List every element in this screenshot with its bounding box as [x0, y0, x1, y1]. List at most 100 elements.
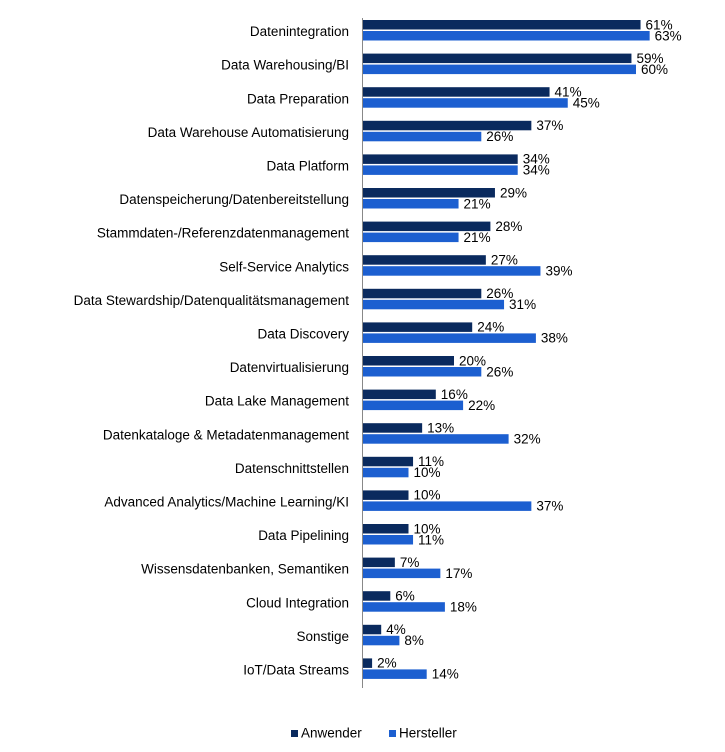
category-label-data-discovery: Data Discovery [257, 326, 349, 341]
bar-anwender-data-pipelining [363, 524, 409, 534]
bar-anwender-datenvirtualisierung [363, 356, 454, 366]
bar-hersteller-advanced-analytics-machine-learning-ki [363, 501, 532, 511]
value-label-anwender-sonstige: 4% [386, 622, 406, 637]
value-label-anwender-data-discovery: 24% [477, 320, 504, 335]
value-label-anwender-iot-data-streams: 2% [377, 656, 397, 671]
value-label-anwender-data-pipelining: 10% [414, 521, 441, 536]
bars-group: Datenintegration 61%63% Data Warehousing/B… [74, 17, 682, 681]
bar-anwender-sonstige [363, 624, 382, 635]
bar-hersteller-data-preparation [363, 98, 568, 108]
value-label-anwender-data-preparation: 41% [555, 85, 582, 100]
category-label-iot-data-streams: IoT/Data Streams [243, 662, 349, 677]
value-label-hersteller-datenspeicherung-datenbereitstellung: 21% [464, 196, 491, 211]
bar-anwender-data-discovery [363, 322, 473, 332]
category-label-data-platform: Data Platform [266, 158, 349, 173]
value-label-anwender-data-platform: 34% [523, 152, 550, 167]
value-label-hersteller-data-pipelining: 11% [418, 532, 444, 547]
bar-anwender-iot-data-streams [363, 658, 373, 668]
bar-hersteller-datenkataloge-metadatenmanagement [363, 434, 509, 444]
bar-anwender-data-platform [363, 154, 518, 164]
value-label-anwender-cloud-integration: 6% [395, 589, 415, 604]
category-label-advanced-analytics-machine-learning-ki: Advanced Analytics/Machine Learning/KI [104, 494, 349, 509]
bar-anwender-datenintegration [363, 20, 641, 30]
value-label-hersteller-iot-data-streams: 14% [432, 667, 459, 682]
legend-swatch-hersteller [389, 730, 396, 737]
value-label-hersteller-data-warehousing-bi: 60% [641, 62, 668, 77]
bar-anwender-self-service-analytics [363, 255, 486, 265]
bar-anwender-data-preparation [363, 87, 550, 97]
bar-hersteller-data-lake-management [363, 400, 464, 411]
bar-hersteller-wissensdatenbanken-semantiken [363, 568, 441, 579]
value-label-hersteller-sonstige: 8% [404, 633, 424, 648]
value-label-hersteller-datenintegration: 63% [655, 28, 682, 43]
category-label-datenkataloge-metadatenmanagement: Datenkataloge & Metadatenmanagement [103, 427, 349, 442]
value-label-anwender-datenschnittstellen: 11% [418, 454, 444, 469]
value-label-anwender-data-warehouse-automatisierung: 37% [536, 118, 563, 133]
bar-hersteller-data-warehousing-bi [363, 64, 636, 75]
value-label-hersteller-datenschnittstellen: 10% [414, 465, 441, 480]
bar-hersteller-data-warehouse-automatisierung [363, 131, 482, 142]
value-label-anwender-datenkataloge-metadatenmanagement: 13% [427, 421, 454, 436]
category-label-sonstige: Sonstige [296, 629, 349, 644]
bar-anwender-stammdaten-referenzdatenmanagement [363, 221, 491, 232]
value-label-hersteller-datenvirtualisierung: 26% [486, 364, 513, 379]
legend-label-hersteller: Hersteller [399, 726, 457, 741]
category-label-self-service-analytics: Self-Service Analytics [219, 259, 349, 274]
value-label-hersteller-data-warehouse-automatisierung: 26% [486, 129, 513, 144]
category-label-datenintegration: Datenintegration [250, 24, 349, 39]
value-label-anwender-data-lake-management: 16% [441, 387, 468, 402]
bar-hersteller-data-stewardship-datenqualitätsmanagement [363, 299, 505, 310]
bar-hersteller-self-service-analytics [363, 266, 541, 276]
bar-anwender-datenschnittstellen [363, 456, 414, 467]
category-label-data-preparation: Data Preparation [247, 91, 349, 106]
bar-hersteller-iot-data-streams [363, 669, 427, 679]
bar-anwender-data-lake-management [363, 389, 436, 400]
category-label-data-stewardship-datenqualitätsmanagement: Data Stewardship/Datenqualitätsmanagemen… [74, 293, 350, 308]
category-label-datenvirtualisierung: Datenvirtualisierung [230, 360, 349, 375]
bar-hersteller-sonstige [363, 635, 400, 646]
value-label-anwender-stammdaten-referenzdatenmanagement: 28% [495, 219, 522, 234]
value-label-anwender-advanced-analytics-machine-learning-ki: 10% [414, 488, 441, 503]
bar-hersteller-data-pipelining [363, 535, 414, 545]
category-label-wissensdatenbanken-semantiken: Wissensdatenbanken, Semantiken [141, 562, 349, 577]
value-label-hersteller-stammdaten-referenzdatenmanagement: 21% [464, 230, 491, 245]
category-label-data-warehousing-bi: Data Warehousing/BI [221, 58, 349, 73]
category-label-data-lake-management: Data Lake Management [205, 394, 349, 409]
value-label-hersteller-data-preparation: 45% [573, 96, 600, 111]
value-label-hersteller-wissensdatenbanken-semantiken: 17% [445, 566, 472, 581]
bar-hersteller-datenschnittstellen [363, 467, 409, 478]
category-label-data-warehouse-automatisierung: Data Warehouse Automatisierung [148, 125, 349, 140]
value-label-hersteller-data-stewardship-datenqualitätsmanagement: 31% [509, 297, 536, 312]
bar-hersteller-stammdaten-referenzdatenmanagement [363, 232, 459, 243]
value-label-hersteller-advanced-analytics-machine-learning-ki: 37% [536, 499, 563, 514]
category-label-data-pipelining: Data Pipelining [258, 528, 349, 543]
category-label-cloud-integration: Cloud Integration [246, 595, 349, 610]
bar-anwender-datenkataloge-metadatenmanagement [363, 423, 423, 433]
value-label-hersteller-datenkataloge-metadatenmanagement: 32% [514, 432, 541, 447]
bar-anwender-wissensdatenbanken-semantiken [363, 557, 395, 568]
category-label-datenschnittstellen: Datenschnittstellen [235, 461, 349, 476]
bar-hersteller-data-discovery [363, 333, 536, 343]
legend: Anwender Hersteller [291, 726, 457, 741]
value-label-anwender-datenintegration: 61% [646, 17, 673, 32]
legend-swatch-anwender [291, 730, 298, 737]
category-label-stammdaten-referenzdatenmanagement: Stammdaten-/Referenzdatenmanagement [97, 226, 349, 241]
category-label-datenspeicherung-datenbereitstellung: Datenspeicherung/Datenbereitstellung [119, 192, 349, 207]
bar-hersteller-cloud-integration [363, 602, 445, 612]
value-label-anwender-self-service-analytics: 27% [491, 253, 518, 268]
value-label-hersteller-cloud-integration: 18% [450, 600, 477, 615]
bar-hersteller-datenintegration [363, 31, 650, 41]
bar-anwender-cloud-integration [363, 591, 391, 601]
bar-hersteller-datenvirtualisierung [363, 367, 482, 377]
value-label-hersteller-data-lake-management: 22% [468, 398, 495, 413]
value-label-hersteller-self-service-analytics: 39% [545, 264, 572, 279]
bar-anwender-advanced-analytics-machine-learning-ki [363, 490, 409, 500]
bar-anwender-data-warehouse-automatisierung [363, 120, 532, 131]
value-label-hersteller-data-discovery: 38% [541, 331, 568, 346]
value-label-anwender-data-stewardship-datenqualitätsmanagement: 26% [486, 286, 513, 301]
bar-hersteller-datenspeicherung-datenbereitstellung [363, 199, 459, 209]
legend-label-anwender: Anwender [301, 726, 362, 741]
bar-anwender-datenspeicherung-datenbereitstellung [363, 188, 495, 198]
value-label-anwender-data-warehousing-bi: 59% [636, 51, 663, 66]
